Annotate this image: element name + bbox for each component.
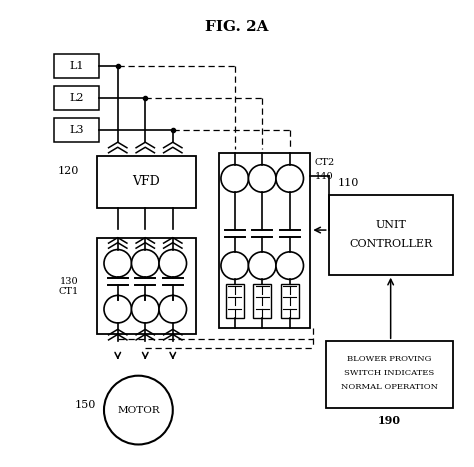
Circle shape bbox=[131, 249, 159, 277]
Text: VFD: VFD bbox=[133, 176, 160, 188]
Text: L2: L2 bbox=[69, 93, 84, 103]
Text: MOTOR: MOTOR bbox=[117, 405, 160, 415]
Text: 140: 140 bbox=[315, 172, 334, 181]
Text: NORMAL OPERATION: NORMAL OPERATION bbox=[341, 383, 438, 391]
Circle shape bbox=[276, 252, 303, 279]
Text: BLOWER PROVING: BLOWER PROVING bbox=[347, 355, 432, 363]
Circle shape bbox=[104, 249, 131, 277]
Text: 110: 110 bbox=[338, 178, 359, 188]
Bar bbox=[253, 284, 272, 318]
Text: 150: 150 bbox=[75, 401, 96, 410]
Circle shape bbox=[248, 165, 276, 192]
Bar bbox=[327, 341, 453, 408]
Text: FIG. 2A: FIG. 2A bbox=[205, 20, 269, 34]
Circle shape bbox=[104, 296, 131, 323]
Circle shape bbox=[248, 252, 276, 279]
Text: L3: L3 bbox=[69, 125, 84, 135]
Bar bbox=[54, 86, 100, 110]
Bar bbox=[54, 118, 100, 142]
Bar bbox=[219, 153, 310, 327]
Text: CONTROLLER: CONTROLLER bbox=[349, 239, 432, 249]
Bar bbox=[54, 54, 100, 78]
Circle shape bbox=[159, 249, 187, 277]
Circle shape bbox=[221, 252, 248, 279]
Bar bbox=[226, 284, 244, 318]
Text: SWITCH INDICATES: SWITCH INDICATES bbox=[345, 369, 435, 377]
Circle shape bbox=[104, 375, 173, 445]
Text: CT2: CT2 bbox=[315, 158, 335, 167]
Bar bbox=[97, 156, 196, 208]
Text: 190: 190 bbox=[378, 415, 401, 426]
Bar bbox=[329, 195, 453, 275]
Text: UNIT: UNIT bbox=[375, 220, 406, 231]
Bar bbox=[97, 238, 196, 334]
Circle shape bbox=[221, 165, 248, 192]
Bar bbox=[281, 284, 299, 318]
Text: 120: 120 bbox=[57, 166, 79, 177]
Circle shape bbox=[131, 296, 159, 323]
Text: L1: L1 bbox=[69, 61, 84, 71]
Circle shape bbox=[159, 296, 187, 323]
Circle shape bbox=[276, 165, 303, 192]
Text: 130
CT1: 130 CT1 bbox=[58, 276, 79, 296]
